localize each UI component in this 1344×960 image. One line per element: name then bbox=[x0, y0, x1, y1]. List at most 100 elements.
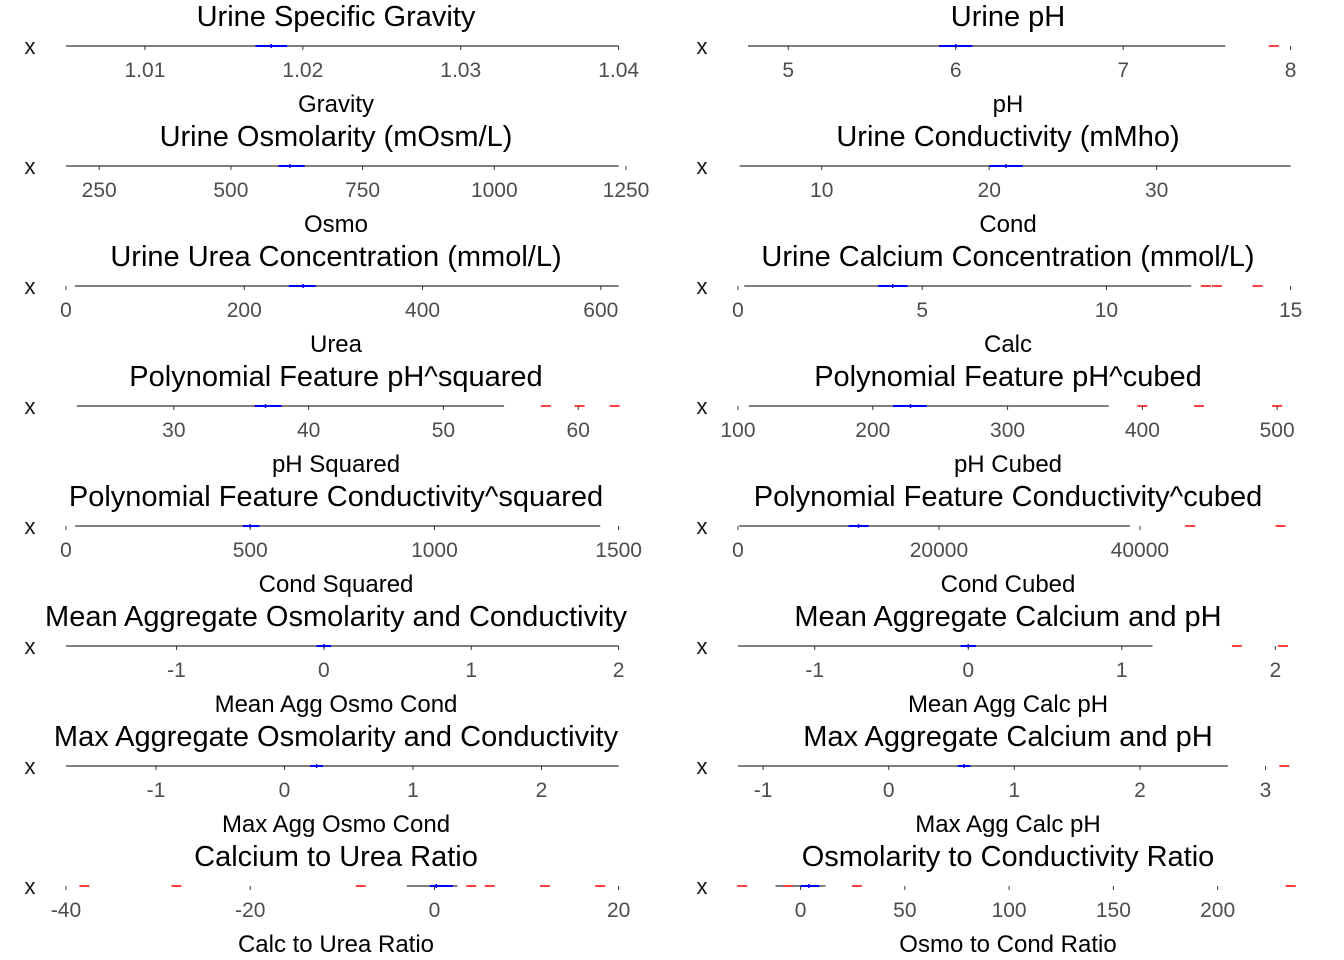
tick-label: 0 bbox=[883, 779, 895, 802]
chart-title: Urine Specific Gravity bbox=[197, 1, 476, 33]
chart-panel: Polynomial Feature pH^cubed x 100 200 300 400… bbox=[697, 361, 1295, 478]
x-axis-label: Max Agg Calc pH bbox=[915, 811, 1100, 838]
tick-label: 40000 bbox=[1111, 539, 1169, 562]
chart-panel: Urine Specific Gravity x 1.01 1.02 1.03 1.04 G… bbox=[25, 1, 640, 118]
box-iqr bbox=[800, 885, 820, 887]
chart-title: Max Aggregate Calcium and pH bbox=[803, 721, 1212, 753]
y-axis-label: x bbox=[25, 874, 36, 899]
tick-label: 20 bbox=[978, 179, 1001, 202]
chart-panel: Calcium to Urea Ratio x -40 -20 0 20 Calc to U… bbox=[25, 841, 631, 958]
chart-title: Polynomial Feature Conductivity^cubed bbox=[754, 481, 1262, 513]
chart-panel: Osmolarity to Conductivity Ratio x 0 50 100 1… bbox=[697, 841, 1296, 958]
chart-panel: Urine pH x 5 6 7 8 pH bbox=[697, 1, 1297, 118]
panel-content: Urine Osmolarity (mOsm/L) x 250 500 750 1000 1… bbox=[25, 121, 650, 238]
tick-label: 10 bbox=[810, 179, 833, 202]
y-axis-label: x bbox=[25, 754, 36, 779]
tick-label: 100 bbox=[720, 419, 755, 442]
tick-label: -1 bbox=[147, 779, 166, 802]
x-axis-label: Osmo to Cond Ratio bbox=[899, 931, 1116, 958]
y-axis-label: x bbox=[25, 274, 36, 299]
tick-label: 50 bbox=[893, 899, 916, 922]
x-axis-label: pH Cubed bbox=[954, 451, 1062, 478]
chart-title: Urine pH bbox=[951, 1, 1065, 33]
y-axis-label: x bbox=[697, 274, 708, 299]
tick-label: 1.02 bbox=[282, 59, 323, 82]
tick-label: 60 bbox=[567, 419, 590, 442]
y-axis-label: x bbox=[25, 514, 36, 539]
chart-title: Mean Aggregate Calcium and pH bbox=[794, 601, 1221, 633]
tick-label: 0 bbox=[732, 299, 744, 322]
tick-label: 5 bbox=[782, 59, 794, 82]
tick-label: 0 bbox=[279, 779, 291, 802]
chart-title: Polynomial Feature Conductivity^squared bbox=[69, 481, 603, 513]
x-axis-label: Cond Squared bbox=[259, 571, 414, 598]
box-iqr bbox=[288, 285, 316, 287]
tick-label: 1.01 bbox=[125, 59, 166, 82]
chart-title: Urine Osmolarity (mOsm/L) bbox=[160, 121, 513, 153]
chart-title: Mean Aggregate Osmolarity and Conductivi… bbox=[45, 601, 627, 633]
panel-content: Polynomial Feature Conductivity^squared x… bbox=[25, 481, 642, 598]
x-axis-label: Gravity bbox=[298, 91, 374, 118]
tick-label: 2 bbox=[613, 659, 625, 682]
tick-label: -1 bbox=[754, 779, 773, 802]
panel-content: Calcium to Urea Ratio x -40 -20 0 20 Calc to U… bbox=[25, 841, 631, 958]
tick-label: 150 bbox=[1096, 899, 1131, 922]
panel-content: Mean Aggregate Osmolarity and Conductivi… bbox=[25, 601, 628, 718]
chart-title: Urine Calcium Concentration (mmol/L) bbox=[761, 241, 1254, 273]
chart-title: Osmolarity to Conductivity Ratio bbox=[802, 841, 1215, 873]
chart-title: Calcium to Urea Ratio bbox=[194, 841, 478, 873]
y-axis-label: x bbox=[697, 34, 708, 59]
chart-title: Max Aggregate Osmolarity and Conductivit… bbox=[54, 721, 619, 753]
tick-label: 1000 bbox=[411, 539, 458, 562]
box-iqr bbox=[429, 885, 453, 887]
tick-label: 0 bbox=[60, 539, 72, 562]
tick-label: 0 bbox=[429, 899, 441, 922]
y-axis-label: x bbox=[25, 394, 36, 419]
tick-label: 50 bbox=[432, 419, 455, 442]
chart-panel: Polynomial Feature Conductivity^cubed x 0 2… bbox=[697, 481, 1286, 598]
tick-label: 300 bbox=[990, 419, 1025, 442]
chart-title: Urine Urea Concentration (mmol/L) bbox=[110, 241, 561, 273]
panel-content: Polynomial Feature Conductivity^cubed x 0 2… bbox=[697, 481, 1286, 598]
chart-title: Polynomial Feature pH^squared bbox=[129, 361, 542, 393]
x-axis-label: Urea bbox=[310, 331, 363, 358]
tick-label: 250 bbox=[82, 179, 117, 202]
tick-label: 400 bbox=[405, 299, 440, 322]
tick-label: 15 bbox=[1279, 299, 1302, 322]
tick-label: 2 bbox=[536, 779, 548, 802]
tick-label: 500 bbox=[1260, 419, 1295, 442]
x-axis-label: Cond Cubed bbox=[941, 571, 1076, 598]
x-axis-label: Calc to Urea Ratio bbox=[238, 931, 434, 958]
panel-content: Urine Conductivity (mMho) x 10 20 30 Cond bbox=[697, 121, 1291, 238]
chart-panel: Max Aggregate Calcium and pH x -1 0 1 2 3 Max A… bbox=[697, 721, 1290, 838]
x-axis-label: Mean Agg Calc pH bbox=[908, 691, 1108, 718]
panel-content: Polynomial Feature pH^squared x 30 40 50 60 pH… bbox=[25, 361, 620, 478]
panel-content: Urine Calcium Concentration (mmol/L) x 0 5 1… bbox=[697, 241, 1303, 358]
tick-label: 0 bbox=[318, 659, 330, 682]
tick-label: 1500 bbox=[595, 539, 642, 562]
tick-label: -40 bbox=[51, 899, 81, 922]
x-axis-label: Osmo bbox=[304, 211, 368, 238]
panel-content: Urine Specific Gravity x 1.01 1.02 1.03 1.04 G… bbox=[25, 1, 640, 118]
panel-content: Max Aggregate Calcium and pH x -1 0 1 2 3 Max A… bbox=[697, 721, 1290, 838]
y-axis-label: x bbox=[697, 754, 708, 779]
tick-label: -20 bbox=[235, 899, 265, 922]
tick-label: 1 bbox=[465, 659, 477, 682]
tick-label: 10 bbox=[1095, 299, 1118, 322]
tick-label: 5 bbox=[916, 299, 928, 322]
tick-label: 750 bbox=[345, 179, 380, 202]
tick-label: 1 bbox=[407, 779, 419, 802]
tick-label: 500 bbox=[233, 539, 268, 562]
tick-label: 200 bbox=[855, 419, 890, 442]
tick-label: 6 bbox=[950, 59, 962, 82]
tick-label: 100 bbox=[992, 899, 1027, 922]
tick-label: 1 bbox=[1116, 659, 1128, 682]
chart-panel: Urine Conductivity (mMho) x 10 20 30 Cond bbox=[697, 121, 1291, 238]
tick-label: 2 bbox=[1269, 659, 1281, 682]
tick-label: 3 bbox=[1260, 779, 1272, 802]
y-axis-label: x bbox=[25, 34, 36, 59]
tick-label: 0 bbox=[962, 659, 974, 682]
tick-label: 1250 bbox=[603, 179, 650, 202]
panel-content: Urine pH x 5 6 7 8 pH bbox=[697, 1, 1297, 118]
y-axis-label: x bbox=[25, 154, 36, 179]
